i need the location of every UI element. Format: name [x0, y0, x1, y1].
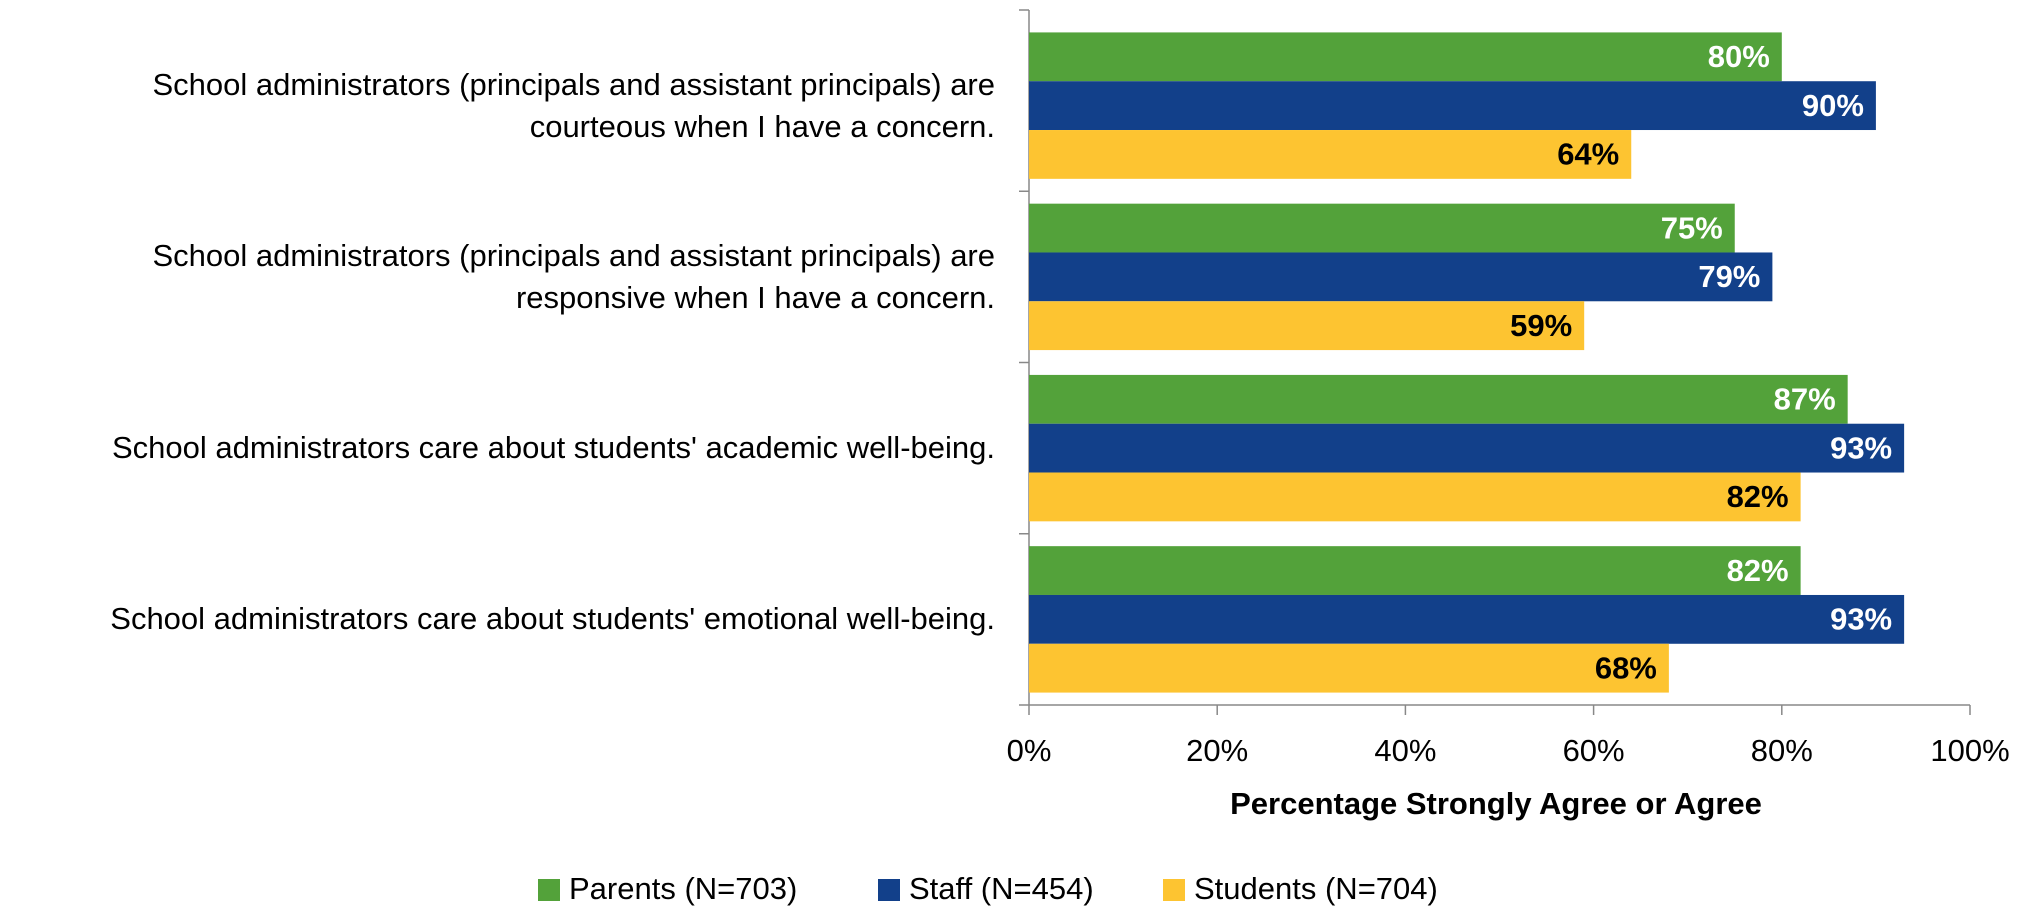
value-label: 93% — [1830, 602, 1892, 637]
category-label: School administrators (principals and as… — [152, 66, 995, 144]
x-tick-label: 20% — [1186, 733, 1248, 768]
bar — [1029, 203, 1735, 253]
bar — [1029, 472, 1801, 522]
legend-swatch — [538, 879, 560, 901]
x-tick-label: 80% — [1751, 733, 1813, 768]
legend-swatch — [878, 879, 900, 901]
value-label: 80% — [1708, 39, 1770, 74]
bar — [1029, 301, 1585, 351]
bar — [1029, 643, 1669, 693]
bar — [1029, 423, 1905, 473]
bar — [1029, 374, 1848, 424]
category-label: School administrators care about student… — [110, 601, 995, 637]
bar — [1029, 81, 1876, 131]
x-tick-label: 60% — [1563, 733, 1625, 768]
value-label: 82% — [1727, 553, 1789, 588]
x-axis-title: Percentage Strongly Agree or Agree — [1230, 786, 1762, 821]
bar — [1029, 32, 1782, 82]
legend-label: Staff (N=454) — [909, 871, 1094, 906]
category-label: School administrators care about student… — [112, 430, 995, 466]
value-label: 90% — [1802, 88, 1864, 123]
x-tick-label: 0% — [1007, 733, 1052, 768]
legend-label: Parents (N=703) — [569, 871, 797, 906]
value-label: 64% — [1557, 137, 1619, 172]
value-label: 93% — [1830, 430, 1892, 465]
x-tick-label: 40% — [1374, 733, 1436, 768]
value-label: 79% — [1698, 259, 1760, 294]
value-label: 87% — [1774, 382, 1836, 417]
bar — [1029, 252, 1773, 302]
value-label: 59% — [1510, 308, 1572, 343]
x-tick-label: 100% — [1930, 733, 2009, 768]
bar — [1029, 546, 1801, 595]
value-label: 68% — [1595, 650, 1657, 685]
value-label: 75% — [1661, 210, 1723, 245]
legend-label: Students (N=704) — [1194, 871, 1438, 906]
value-label: 82% — [1727, 479, 1789, 514]
category-label: School administrators (principals and as… — [152, 238, 995, 315]
bar — [1029, 130, 1632, 179]
bar — [1029, 594, 1905, 644]
legend-swatch — [1163, 879, 1185, 901]
